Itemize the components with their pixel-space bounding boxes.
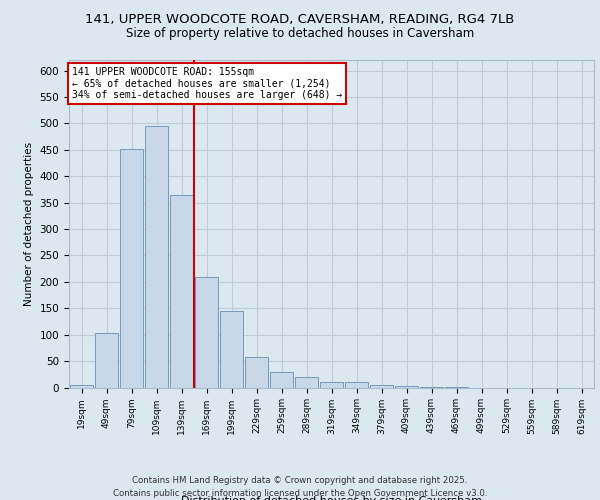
- Text: Contains HM Land Registry data © Crown copyright and database right 2025.
Contai: Contains HM Land Registry data © Crown c…: [113, 476, 487, 498]
- Text: 141, UPPER WOODCOTE ROAD, CAVERSHAM, READING, RG4 7LB: 141, UPPER WOODCOTE ROAD, CAVERSHAM, REA…: [85, 12, 515, 26]
- Text: Size of property relative to detached houses in Caversham: Size of property relative to detached ho…: [126, 28, 474, 40]
- Bar: [269, 372, 293, 388]
- Bar: [119, 148, 143, 388]
- Bar: [419, 387, 443, 388]
- Bar: [170, 194, 193, 388]
- Bar: [295, 377, 319, 388]
- Bar: [245, 358, 268, 388]
- Bar: [220, 311, 244, 388]
- Y-axis label: Number of detached properties: Number of detached properties: [24, 142, 34, 306]
- Text: 141 UPPER WOODCOTE ROAD: 155sqm
← 65% of detached houses are smaller (1,254)
34%: 141 UPPER WOODCOTE ROAD: 155sqm ← 65% of…: [71, 66, 342, 100]
- Bar: [95, 333, 118, 388]
- Bar: [370, 385, 394, 388]
- Bar: [395, 386, 418, 388]
- Bar: [344, 382, 368, 388]
- Bar: [320, 382, 343, 388]
- Bar: [194, 276, 218, 388]
- Bar: [445, 387, 469, 388]
- Bar: [145, 126, 169, 388]
- Bar: [70, 385, 94, 388]
- X-axis label: Distribution of detached houses by size in Caversham: Distribution of detached houses by size …: [181, 496, 482, 500]
